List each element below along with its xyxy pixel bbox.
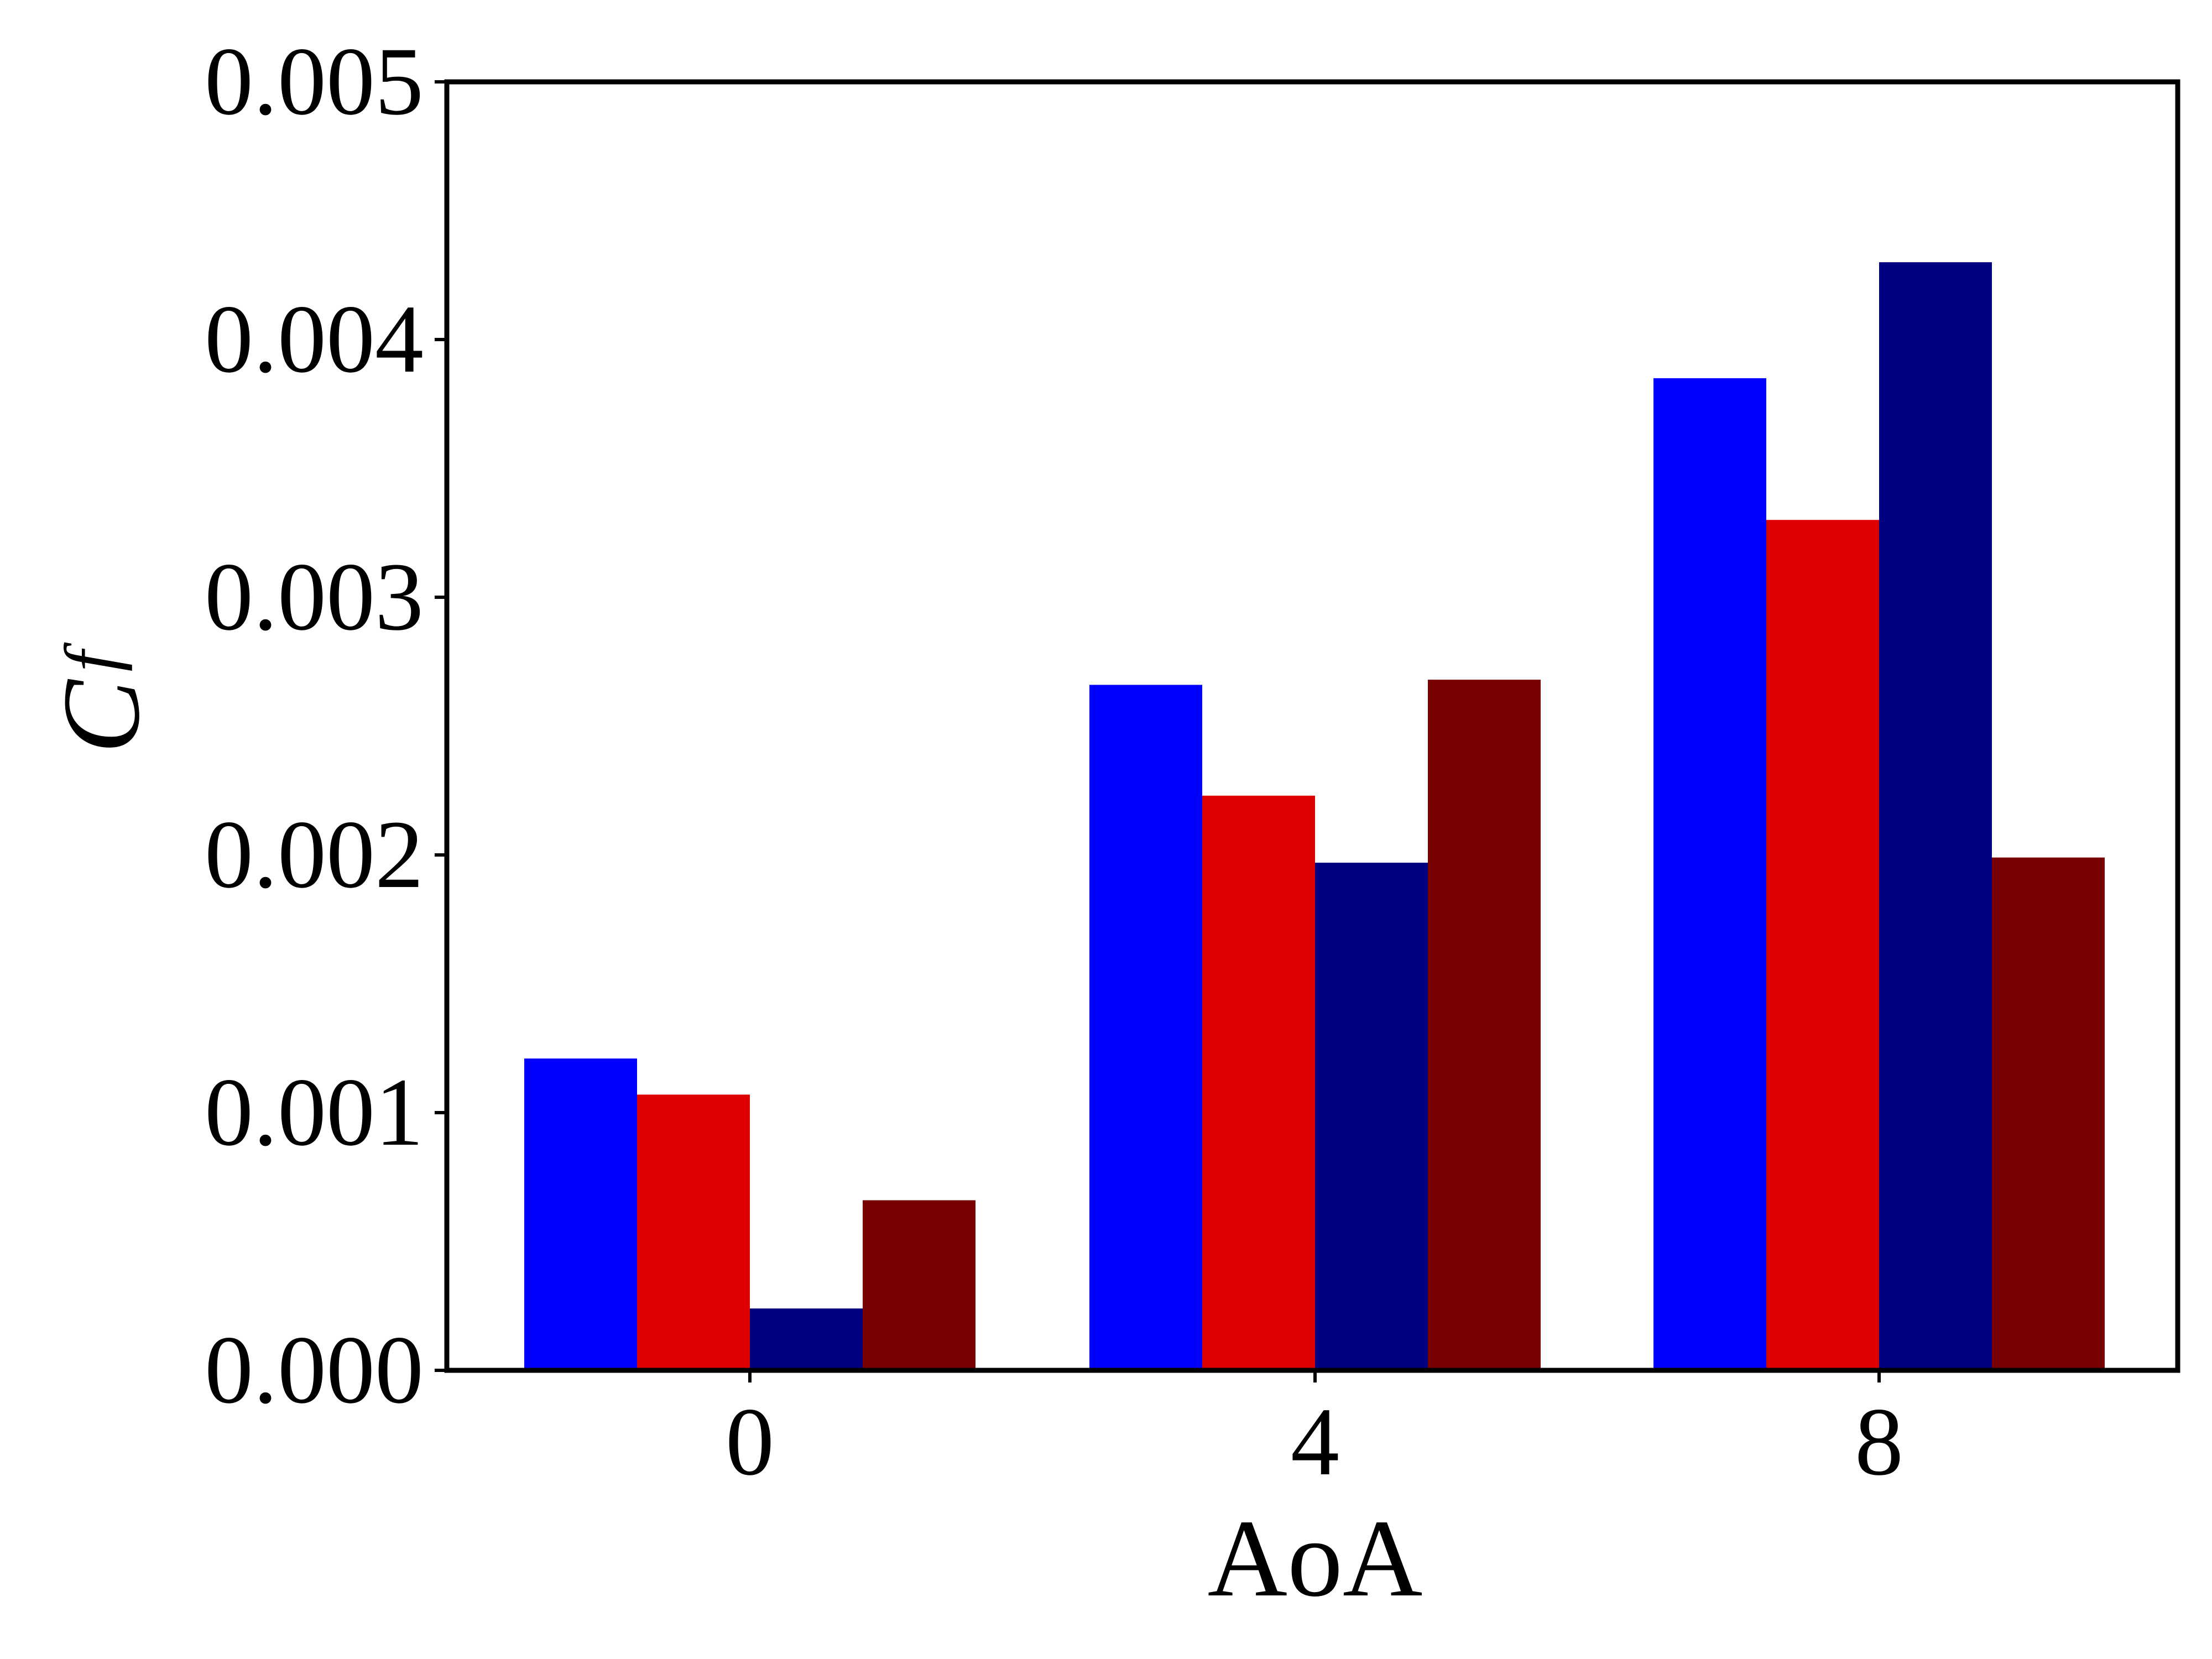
y-tick-label: 0.002	[205, 801, 424, 909]
x-tick-label: 8	[1855, 1388, 1903, 1496]
bars-group	[524, 262, 2105, 1371]
x-tick-label: 0	[726, 1388, 774, 1496]
x-axis-ticks: 0 4 8	[726, 1370, 1903, 1496]
bar	[637, 1094, 750, 1370]
bar	[1202, 795, 1315, 1370]
x-axis-title: AoA	[1208, 1498, 1423, 1620]
y-tick-label: 0.001	[205, 1058, 424, 1166]
bar	[1089, 685, 1202, 1370]
bar	[1879, 262, 1992, 1371]
bar	[1992, 857, 2105, 1370]
y-axis-title-main: C	[40, 679, 163, 754]
y-axis-ticks: 0.000 0.001 0.002 0.003 0.004 0.005	[205, 28, 447, 1424]
y-tick-label: 0.004	[205, 285, 424, 393]
bar	[750, 1308, 863, 1370]
x-tick-label: 4	[1291, 1388, 1339, 1496]
bar	[1653, 378, 1766, 1370]
bar	[524, 1058, 637, 1370]
y-axis-title-subscript: f	[50, 642, 133, 672]
y-axis-title: Cf	[40, 642, 163, 754]
bar	[863, 1200, 975, 1370]
y-tick-label: 0.003	[205, 543, 424, 651]
svg-text:Cf: Cf	[40, 642, 163, 754]
bar	[1428, 680, 1541, 1370]
plot-frame	[444, 79, 2180, 1373]
bar	[1766, 520, 1879, 1371]
y-tick-label: 0.005	[205, 28, 424, 135]
bar	[1315, 862, 1428, 1370]
y-tick-label: 0.000	[205, 1316, 424, 1424]
